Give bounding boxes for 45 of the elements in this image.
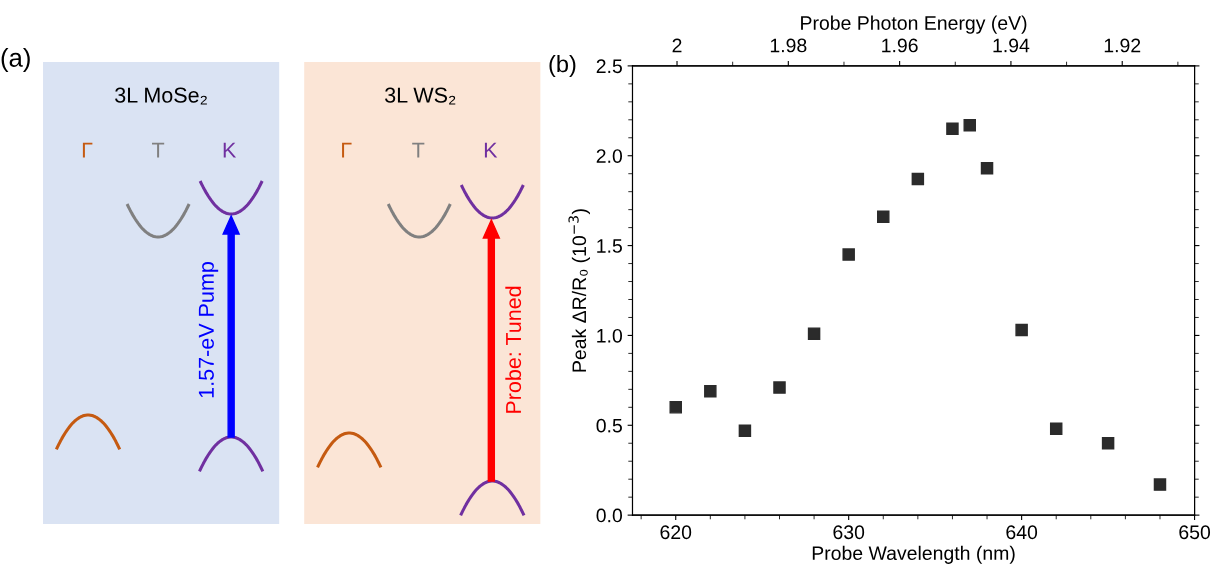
x-tick-label: 630 — [833, 525, 865, 540]
y-tick-label: 0.0 — [596, 508, 623, 523]
point — [738, 424, 752, 437]
x2-tick-label: 1.96 — [882, 38, 918, 53]
point — [963, 118, 976, 132]
point — [1101, 436, 1115, 450]
point — [704, 384, 717, 398]
x-tick-label: 640 — [1006, 525, 1038, 540]
y-tick-label: 1.5 — [597, 239, 622, 253]
y-tick-label: 1.0 — [597, 328, 623, 343]
text: Probe: Tuned — [505, 286, 522, 413]
text: (b) — [549, 55, 576, 77]
point — [1015, 323, 1028, 337]
y-axis-title: Peak ΔR/R₀ (10$^{−3}$) — [568, 209, 590, 372]
x2-tick-label: 2 — [672, 38, 682, 53]
point — [877, 210, 890, 224]
x2-tick-label: 1.98 — [770, 38, 807, 53]
point — [911, 172, 925, 186]
y-tick-label: 2.5 — [596, 59, 622, 74]
x2-axis-title: Probe Photon Energy (eV) — [801, 15, 1027, 34]
point — [669, 401, 682, 414]
point — [842, 248, 855, 261]
text: T — [152, 142, 165, 158]
point — [1049, 422, 1063, 436]
y-tick-label: 0.5 — [596, 418, 622, 433]
point — [807, 327, 821, 340]
point — [946, 122, 959, 136]
x2-tick-label: 1.92 — [1104, 38, 1141, 53]
x-tick-label: 620 — [660, 525, 692, 540]
point — [773, 381, 786, 394]
text: T — [412, 142, 425, 158]
text: Γ — [342, 142, 352, 158]
x-axis-title: Probe Wavelength (nm) — [812, 545, 1015, 564]
text: 1.57-eV Pump — [198, 262, 219, 398]
x-tick-label: 650 — [1179, 525, 1211, 540]
text: 3L MoSe₂ — [115, 87, 207, 105]
text: K — [223, 142, 237, 158]
text: Γ — [82, 142, 93, 158]
point — [980, 162, 994, 175]
y-tick-label: 2.0 — [596, 149, 623, 163]
x2-tick-label: 1.94 — [993, 38, 1030, 53]
text: (a) — [1, 48, 30, 72]
point — [1153, 478, 1167, 491]
text: K — [484, 142, 498, 158]
text: 3L WS₂ — [385, 87, 456, 105]
